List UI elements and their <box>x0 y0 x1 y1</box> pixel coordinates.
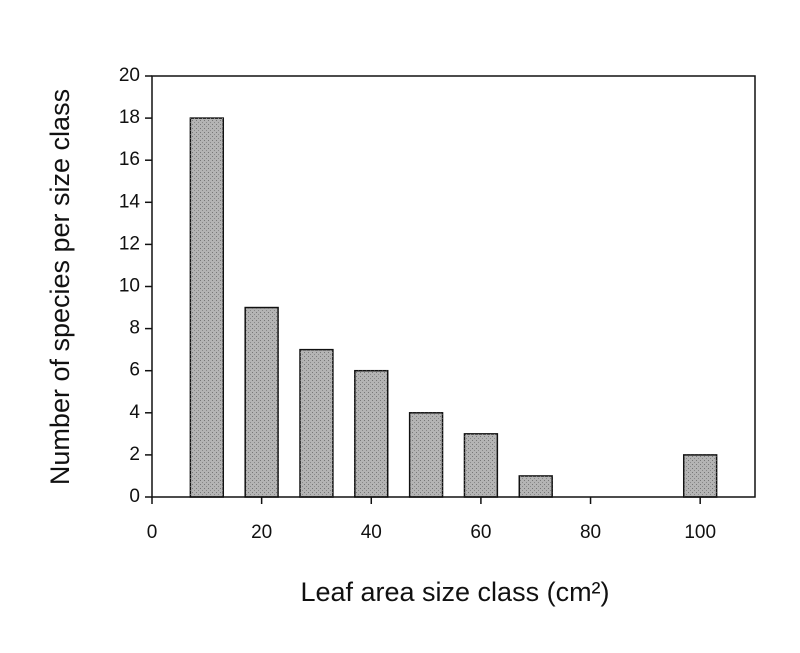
x-tick-label: 40 <box>361 522 382 543</box>
bar <box>463 433 499 498</box>
x-tick-label: 80 <box>580 522 601 543</box>
y-tick-label: 12 <box>119 233 140 254</box>
bar <box>518 475 553 498</box>
y-tick-label: 0 <box>129 486 140 507</box>
x-tick-label: 60 <box>470 522 491 543</box>
bar <box>189 117 225 498</box>
y-axis-label: Number of species per size class <box>45 89 75 485</box>
y-tick-label: 6 <box>129 360 140 381</box>
bar <box>408 412 444 498</box>
y-tick-label: 18 <box>119 107 140 128</box>
plot-frame <box>151 75 756 498</box>
y-tick-label: 2 <box>129 444 140 465</box>
x-tick-label: 0 <box>147 522 158 543</box>
y-tick-label: 16 <box>119 149 140 170</box>
y-tick-label: 8 <box>129 318 140 339</box>
y-tick-label: 10 <box>119 276 140 297</box>
bar <box>354 369 389 498</box>
bar <box>244 306 279 498</box>
x-axis-label: Leaf area size class (cm²) <box>300 577 609 607</box>
y-tick-label: 20 <box>119 65 140 86</box>
y-tick-label: 14 <box>119 191 141 212</box>
x-tick-label: 20 <box>251 522 272 543</box>
bar <box>682 454 718 498</box>
bar <box>299 348 334 498</box>
y-tick-label: 4 <box>129 402 140 423</box>
x-tick-label: 100 <box>684 522 716 543</box>
